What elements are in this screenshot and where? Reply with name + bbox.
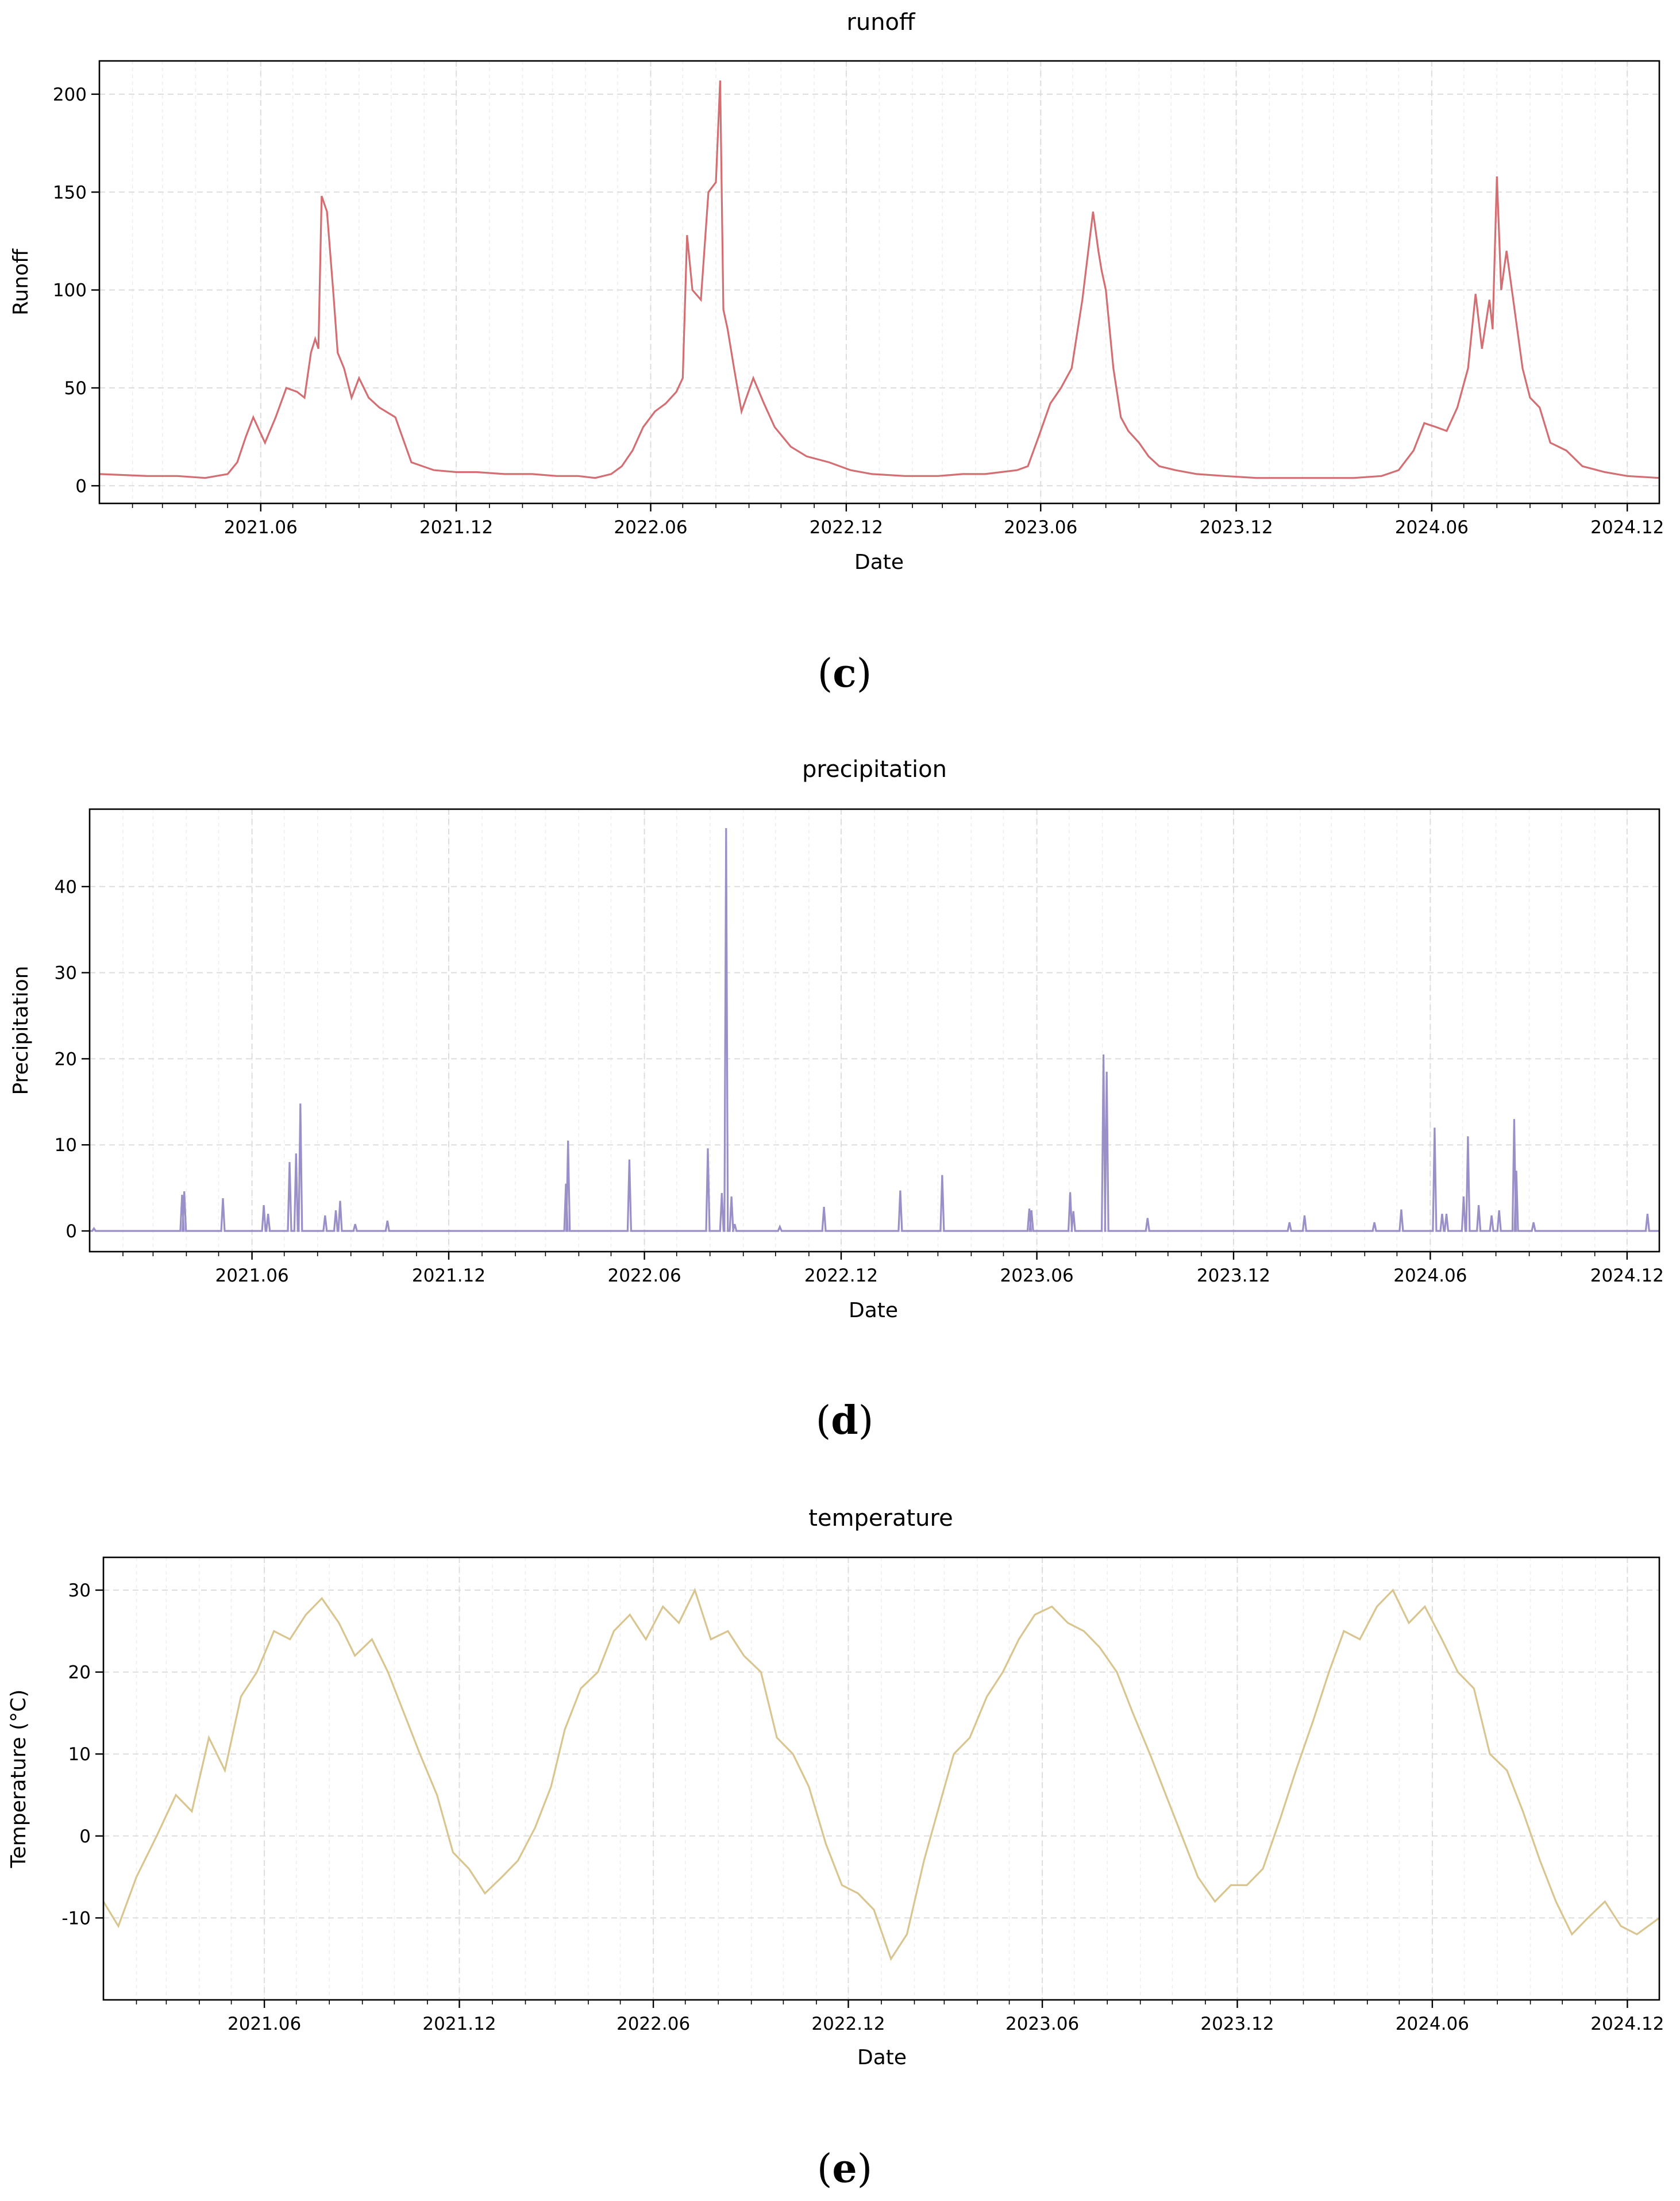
y-axis-ticks: 0 50 100 150 200 bbox=[53, 84, 99, 497]
temperature-chart: temperature 2021.06 2021.12 2022.06 2022.12… bbox=[7, 1505, 1664, 2192]
panel-letter: d bbox=[831, 1398, 858, 1444]
y-tick-label: 30 bbox=[55, 963, 77, 984]
x-tick-label: 2023.06 bbox=[1005, 2014, 1079, 2034]
x-tick-label: 2024.12 bbox=[1590, 1265, 1664, 1286]
x-axis-label: Date bbox=[854, 551, 904, 574]
x-tick-label: 2024.06 bbox=[1396, 2014, 1469, 2034]
runoff-chart: runoff 2021.06 2021.12 2022.06 2022.12 2023.… bbox=[9, 9, 1664, 697]
y-axis-label: Temperature (°C) bbox=[7, 1690, 30, 1869]
y-tick-label: 10 bbox=[55, 1135, 77, 1156]
x-tick-label: 2024.06 bbox=[1393, 1265, 1467, 1286]
x-axis-ticks: 2021.06 2021.12 2022.06 2022.12 2023.06 2023.… bbox=[132, 503, 1664, 538]
x-tick-label: 2022.12 bbox=[804, 1265, 878, 1286]
y-tick-label: 0 bbox=[75, 476, 87, 497]
x-tick-label: 2021.06 bbox=[228, 2014, 301, 2034]
panel-label: (c) bbox=[818, 651, 872, 697]
panel-letter: e bbox=[832, 2146, 857, 2192]
x-tick-label: 2021.12 bbox=[422, 2014, 496, 2034]
y-tick-label: -10 bbox=[61, 1908, 91, 1929]
panel-letter: c bbox=[833, 651, 856, 697]
temperature-line bbox=[102, 1587, 1660, 1961]
x-tick-label: 2022.12 bbox=[810, 517, 883, 538]
y-tick-label: 100 bbox=[53, 280, 87, 301]
y-tick-label: 200 bbox=[53, 84, 87, 105]
x-tick-label: 2024.06 bbox=[1395, 517, 1469, 538]
y-axis-label: Runoff bbox=[9, 248, 33, 315]
x-tick-label: 2023.12 bbox=[1200, 2014, 1274, 2034]
runoff-line bbox=[99, 80, 1660, 479]
y-tick-label: 10 bbox=[68, 1744, 91, 1765]
plot-area bbox=[90, 828, 1659, 1232]
x-tick-label: 2023.12 bbox=[1199, 517, 1273, 538]
y-axis-ticks: -10 0 10 20 30 bbox=[61, 1580, 103, 1929]
y-tick-label: 30 bbox=[68, 1580, 91, 1601]
x-tick-label: 2023.06 bbox=[1004, 517, 1077, 538]
x-tick-label: 2022.06 bbox=[607, 1265, 681, 1286]
grid bbox=[90, 809, 1659, 1252]
y-tick-label: 20 bbox=[68, 1663, 91, 1683]
y-tick-label: 0 bbox=[65, 1221, 77, 1242]
x-tick-label: 2023.06 bbox=[1000, 1265, 1073, 1286]
plot-area bbox=[102, 1587, 1660, 1961]
x-tick-label: 2024.12 bbox=[1590, 2014, 1664, 2034]
y-axis-ticks: 0 10 20 30 40 bbox=[55, 877, 90, 1242]
x-tick-label: 2023.12 bbox=[1197, 1265, 1270, 1286]
precipitation-chart: precipitation 2021.06 2021.12 2022.06 2022.… bbox=[9, 756, 1664, 1444]
precipitation-line bbox=[90, 828, 1659, 1232]
y-tick-label: 0 bbox=[79, 1826, 91, 1847]
grid bbox=[99, 61, 1659, 503]
x-tick-label: 2022.06 bbox=[614, 517, 687, 538]
x-tick-label: 2021.06 bbox=[224, 517, 298, 538]
x-tick-label: 2022.12 bbox=[811, 2014, 885, 2034]
x-axis-ticks: 2021.06 2021.12 2022.06 2022.12 2023.06 2023.… bbox=[122, 1252, 1664, 1286]
y-tick-label: 150 bbox=[53, 182, 87, 203]
x-axis-ticks: 2021.06 2021.12 2022.06 2022.12 2023.06 2023.… bbox=[136, 2000, 1664, 2034]
y-axis-label: Precipitation bbox=[9, 965, 33, 1095]
x-axis-label: Date bbox=[857, 2046, 907, 2069]
x-tick-label: 2021.12 bbox=[419, 517, 493, 538]
y-tick-label: 50 bbox=[64, 378, 87, 399]
plot-area bbox=[99, 80, 1660, 479]
x-tick-label: 2024.12 bbox=[1590, 517, 1664, 538]
panel-label: (e) bbox=[817, 2146, 872, 2192]
x-tick-label: 2021.12 bbox=[412, 1265, 485, 1286]
chart-title: precipitation bbox=[802, 756, 947, 783]
chart-title: runoff bbox=[846, 9, 916, 36]
x-tick-label: 2021.06 bbox=[215, 1265, 288, 1286]
y-tick-label: 40 bbox=[55, 877, 77, 898]
y-tick-label: 20 bbox=[55, 1049, 77, 1069]
x-axis-label: Date bbox=[849, 1299, 898, 1322]
panel-label: (d) bbox=[816, 1398, 874, 1444]
chart-title: temperature bbox=[808, 1505, 953, 1532]
x-tick-label: 2022.06 bbox=[616, 2014, 690, 2034]
